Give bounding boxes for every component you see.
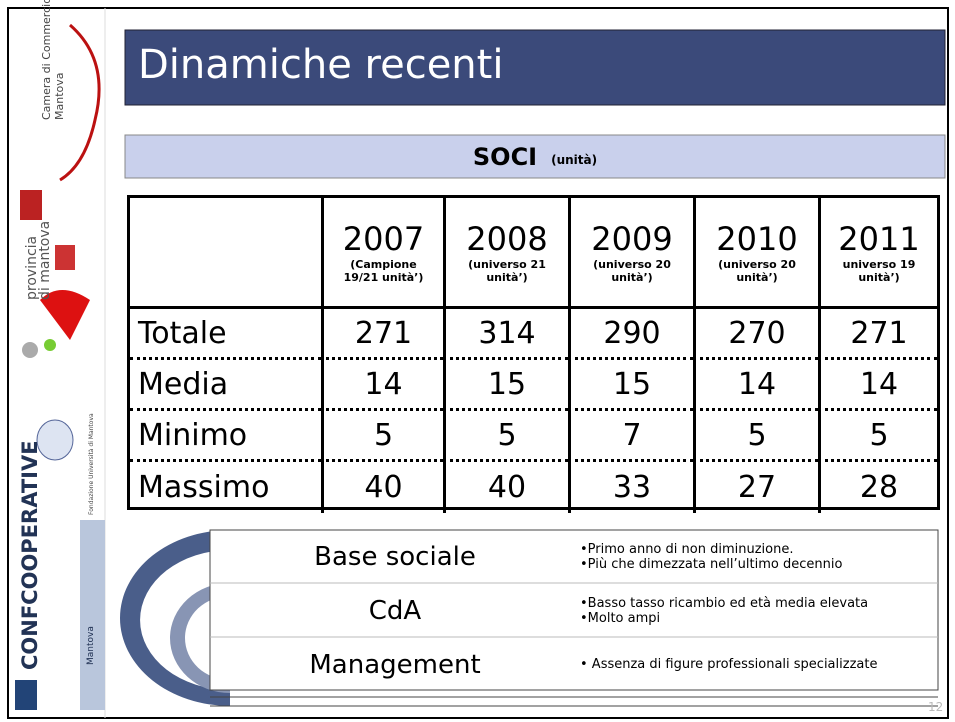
year-note: (universo 20 unità’) (593, 258, 671, 284)
confcoop-logo-text: CONFCOOPERATIVE (18, 440, 42, 670)
cell-value: 40 (443, 462, 568, 513)
year: 2009 (591, 220, 673, 258)
cell-value: 5 (693, 411, 818, 462)
note-point: •Basso tasso ricambio ed età media eleva… (580, 595, 869, 611)
table: 2007 (Campione 19/21 unità’) 2008 (universo… (127, 195, 940, 513)
header-rule (130, 306, 937, 309)
note-label: Management (309, 649, 481, 680)
note-label: Base sociale (314, 541, 476, 572)
camera-logo-text: Camera di Commercio Mantova (40, 0, 66, 120)
row-label: Totale (130, 309, 321, 360)
subtitle: SOCI (472, 142, 538, 171)
cell-value: 14 (693, 360, 818, 411)
subtitle-bar: SOCI (unità) (125, 135, 945, 178)
column-header: 2008 (universo 21 unità’) (443, 198, 568, 306)
cell-value: 5 (818, 411, 937, 462)
page-number: 12 (928, 700, 944, 714)
cell-value: 27 (693, 462, 818, 513)
column-header: 2010 (universo 20 unità’) (693, 198, 818, 306)
year: 2008 (466, 220, 548, 258)
row-label: Media (130, 360, 321, 411)
cell-value: 271 (818, 309, 937, 360)
note-points: •Primo anno di non diminuzione. •Più che … (580, 530, 930, 583)
column-header: 2011 universo 19 unità’) (818, 198, 937, 306)
note-label: CdA (368, 595, 422, 626)
year: 2007 (342, 220, 425, 258)
confcoop-city: Mantova (86, 626, 96, 665)
cell-value: 40 (321, 462, 443, 513)
cell-value: 5 (443, 411, 568, 462)
column-header: 2009 (universo 20 unità’) (568, 198, 693, 306)
cell-value: 5 (321, 411, 443, 462)
note-points: • Assenza di figure professionali specia… (580, 638, 930, 691)
row-label: Massimo (138, 470, 270, 505)
year-note: (universo 21 unità’) (468, 258, 546, 284)
cell-value: 271 (321, 309, 443, 360)
cell-value: 15 (568, 360, 693, 411)
note-point: •Primo anno di non diminuzione. (580, 541, 794, 557)
note-point: •Molto ampi (580, 610, 661, 626)
row-label: Minimo (130, 411, 321, 462)
cell-value: 33 (568, 462, 693, 513)
cell-value: 15 (443, 360, 568, 411)
title: Dinamiche recenti (138, 42, 504, 88)
cell-value: 314 (443, 309, 568, 360)
provincia-logo-text: provincia di mantova (24, 220, 53, 300)
fondazione-logo-text: Fondazione Università di Mantova (88, 413, 95, 515)
cell-value: 14 (321, 360, 443, 411)
year: 2010 (716, 220, 798, 258)
year-note: (universo 20 unità’) (718, 258, 796, 284)
cell-value: 270 (693, 309, 818, 360)
cell-value: 28 (818, 462, 937, 513)
cell-value: 290 (568, 309, 693, 360)
cell-value: 14 (818, 360, 937, 411)
year: 2011 (838, 220, 920, 258)
cell-value: 7 (568, 411, 693, 462)
year-note: universo 19 unità’) (842, 258, 916, 284)
column-header: 2007 (Campione 19/21 unità’) (321, 198, 443, 306)
note-point: •Più che dimezzata nell’ultimo decennio (580, 556, 843, 572)
note-points: •Basso tasso ricambio ed età media eleva… (580, 584, 930, 637)
year-note: (Campione 19/21 unità’) (343, 258, 424, 284)
subtitle-unit: (unità) (551, 152, 598, 167)
note-point: • Assenza di figure professionali specia… (580, 657, 878, 672)
